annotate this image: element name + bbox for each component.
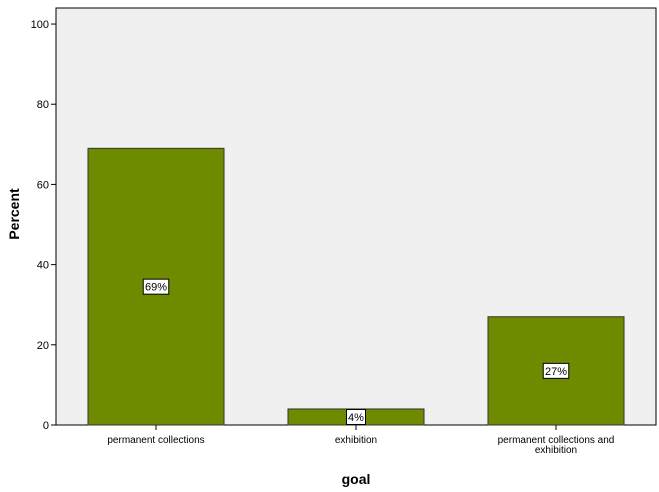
x-tick-label: exhibition bbox=[535, 445, 577, 456]
y-tick-label: 0 bbox=[43, 420, 49, 432]
y-axis-title: Percent bbox=[6, 188, 22, 240]
x-axis-title: goal bbox=[342, 471, 371, 487]
y-axis: 0 20 40 60 80 100 bbox=[31, 19, 56, 432]
x-axis: permanent collections exhibition permanent… bbox=[107, 425, 614, 456]
y-tick-label: 100 bbox=[31, 19, 49, 31]
x-tick-label: permanent collections and bbox=[498, 435, 615, 446]
data-label-box bbox=[542, 362, 570, 379]
y-tick-label: 20 bbox=[37, 340, 49, 352]
data-label: 27% bbox=[545, 366, 567, 378]
data-label-box bbox=[346, 408, 366, 425]
y-tick-label: 60 bbox=[37, 179, 49, 191]
y-tick-label: 40 bbox=[37, 260, 49, 272]
x-tick-label: permanent collections bbox=[107, 435, 204, 446]
bars: 69% 4% 27% bbox=[87, 147, 625, 426]
data-label: 69% bbox=[145, 282, 167, 294]
data-label: 4% bbox=[348, 412, 364, 424]
x-tick-label: exhibition bbox=[335, 435, 377, 446]
y-tick-label: 80 bbox=[37, 99, 49, 111]
data-label-box bbox=[142, 278, 170, 295]
